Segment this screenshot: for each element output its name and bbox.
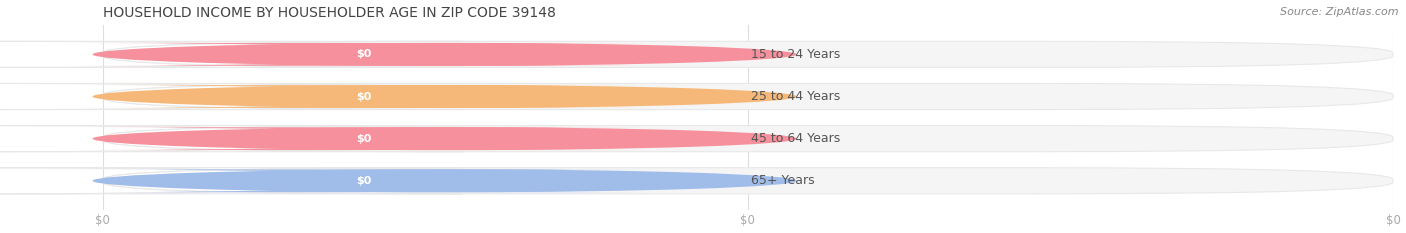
Text: $0: $0 [356,176,371,186]
Text: $0: $0 [356,134,371,144]
FancyBboxPatch shape [80,127,647,150]
FancyBboxPatch shape [103,168,1393,194]
Text: Source: ZipAtlas.com: Source: ZipAtlas.com [1281,7,1399,17]
Circle shape [93,169,797,192]
FancyBboxPatch shape [0,83,463,110]
Circle shape [93,127,797,150]
Text: 25 to 44 Years: 25 to 44 Years [751,90,839,103]
Text: 65+ Years: 65+ Years [751,174,814,187]
Text: 45 to 64 Years: 45 to 64 Years [751,132,839,145]
Circle shape [93,43,797,66]
Circle shape [93,85,797,108]
FancyBboxPatch shape [0,126,463,152]
FancyBboxPatch shape [103,41,1393,67]
FancyBboxPatch shape [103,126,1393,152]
FancyBboxPatch shape [0,41,463,67]
FancyBboxPatch shape [80,85,647,108]
Text: $0: $0 [356,49,371,59]
Text: $0: $0 [356,92,371,102]
Text: 15 to 24 Years: 15 to 24 Years [751,48,839,61]
FancyBboxPatch shape [80,169,647,192]
FancyBboxPatch shape [103,83,1393,110]
FancyBboxPatch shape [80,43,647,66]
FancyBboxPatch shape [0,168,463,194]
Text: HOUSEHOLD INCOME BY HOUSEHOLDER AGE IN ZIP CODE 39148: HOUSEHOLD INCOME BY HOUSEHOLDER AGE IN Z… [103,6,555,20]
